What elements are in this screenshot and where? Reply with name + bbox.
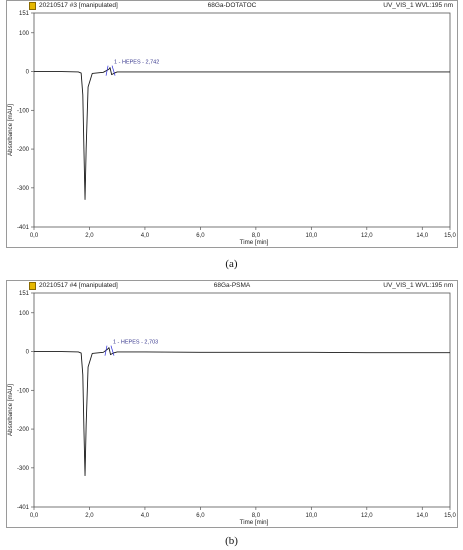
x-tick-label: 2,0 xyxy=(85,233,94,239)
x-tick-label: 2,0 xyxy=(85,513,94,519)
y-tick-label: 151 xyxy=(19,291,30,297)
y-tick-label: -300 xyxy=(17,186,30,192)
plot-area xyxy=(33,12,451,228)
x-tick-label: 0,0 xyxy=(30,513,39,519)
y-tick-label: 0 xyxy=(26,70,30,76)
sample-id: 20210517 #4 [manipulated] xyxy=(39,282,118,289)
series-line xyxy=(34,347,450,477)
detector-channel: UV_VIS_1 WVL:195 nm xyxy=(383,2,453,9)
peak-label: 1 - HEPES - 2,742 xyxy=(114,60,159,66)
peak-label: 1 - HEPES - 2,703 xyxy=(113,340,158,346)
y-tick-label: -200 xyxy=(17,427,30,433)
y-tick-label: 151 xyxy=(19,11,30,17)
x-tick-label: 8,0 xyxy=(252,513,261,519)
y-tick-label: -100 xyxy=(17,108,30,114)
plot-area xyxy=(33,292,451,508)
x-tick-label: 10,0 xyxy=(305,233,317,239)
chart-frame xyxy=(6,280,458,528)
x-tick-label: 8,0 xyxy=(252,233,261,239)
x-tick-label: 6,0 xyxy=(196,233,205,239)
x-tick-label: 14,0 xyxy=(416,513,428,519)
chart-header: 20210517 #4 [manipulated] 68Ga-PSMA UV_V… xyxy=(7,281,457,292)
x-tick-label: 6,0 xyxy=(196,513,205,519)
y-axis-label: Absorbance [mAU] xyxy=(7,104,14,156)
y-tick-label: -300 xyxy=(17,466,30,472)
sample-id: 20210517 #3 [manipulated] xyxy=(39,2,118,9)
x-tick-label: 15,0 xyxy=(444,513,456,519)
x-tick-label: 4,0 xyxy=(141,513,150,519)
x-axis-label: Time [min] xyxy=(240,239,269,246)
y-tick-label: -200 xyxy=(17,147,30,153)
panel-caption: (a) xyxy=(225,258,238,270)
chart-header: 20210517 #3 [manipulated] 68Ga-DOTATOC U… xyxy=(7,1,457,12)
chromatogram-icon xyxy=(29,2,36,10)
peak-marker xyxy=(105,65,109,76)
x-tick-label: 4,0 xyxy=(141,233,150,239)
panel-caption: (b) xyxy=(225,535,238,547)
y-tick-label: 100 xyxy=(19,311,30,317)
y-tick-label: -401 xyxy=(17,505,30,511)
y-tick-label: -100 xyxy=(17,388,30,394)
peak-marker xyxy=(110,345,115,356)
x-axis-label: Time [min] xyxy=(240,519,269,526)
peak-marker xyxy=(104,345,108,356)
y-tick-label: -401 xyxy=(17,225,30,231)
chromatogram-icon xyxy=(29,282,36,290)
peak-marker xyxy=(111,65,116,76)
detector-channel: UV_VIS_1 WVL:195 nm xyxy=(383,282,453,289)
x-tick-label: 12,0 xyxy=(361,513,373,519)
series-line xyxy=(34,67,450,200)
x-tick-label: 10,0 xyxy=(305,513,317,519)
sample-name: 68Ga-PSMA xyxy=(213,282,251,289)
y-tick-label: 100 xyxy=(19,31,30,37)
y-tick-label: 0 xyxy=(26,350,30,356)
x-tick-label: 0,0 xyxy=(30,233,39,239)
chart-frame xyxy=(6,0,458,248)
x-tick-label: 15,0 xyxy=(444,233,456,239)
x-tick-label: 14,0 xyxy=(416,233,428,239)
sample-name: 68Ga-DOTATOC xyxy=(207,2,257,9)
x-tick-label: 12,0 xyxy=(361,233,373,239)
y-axis-label: Absorbance [mAU] xyxy=(7,384,14,436)
